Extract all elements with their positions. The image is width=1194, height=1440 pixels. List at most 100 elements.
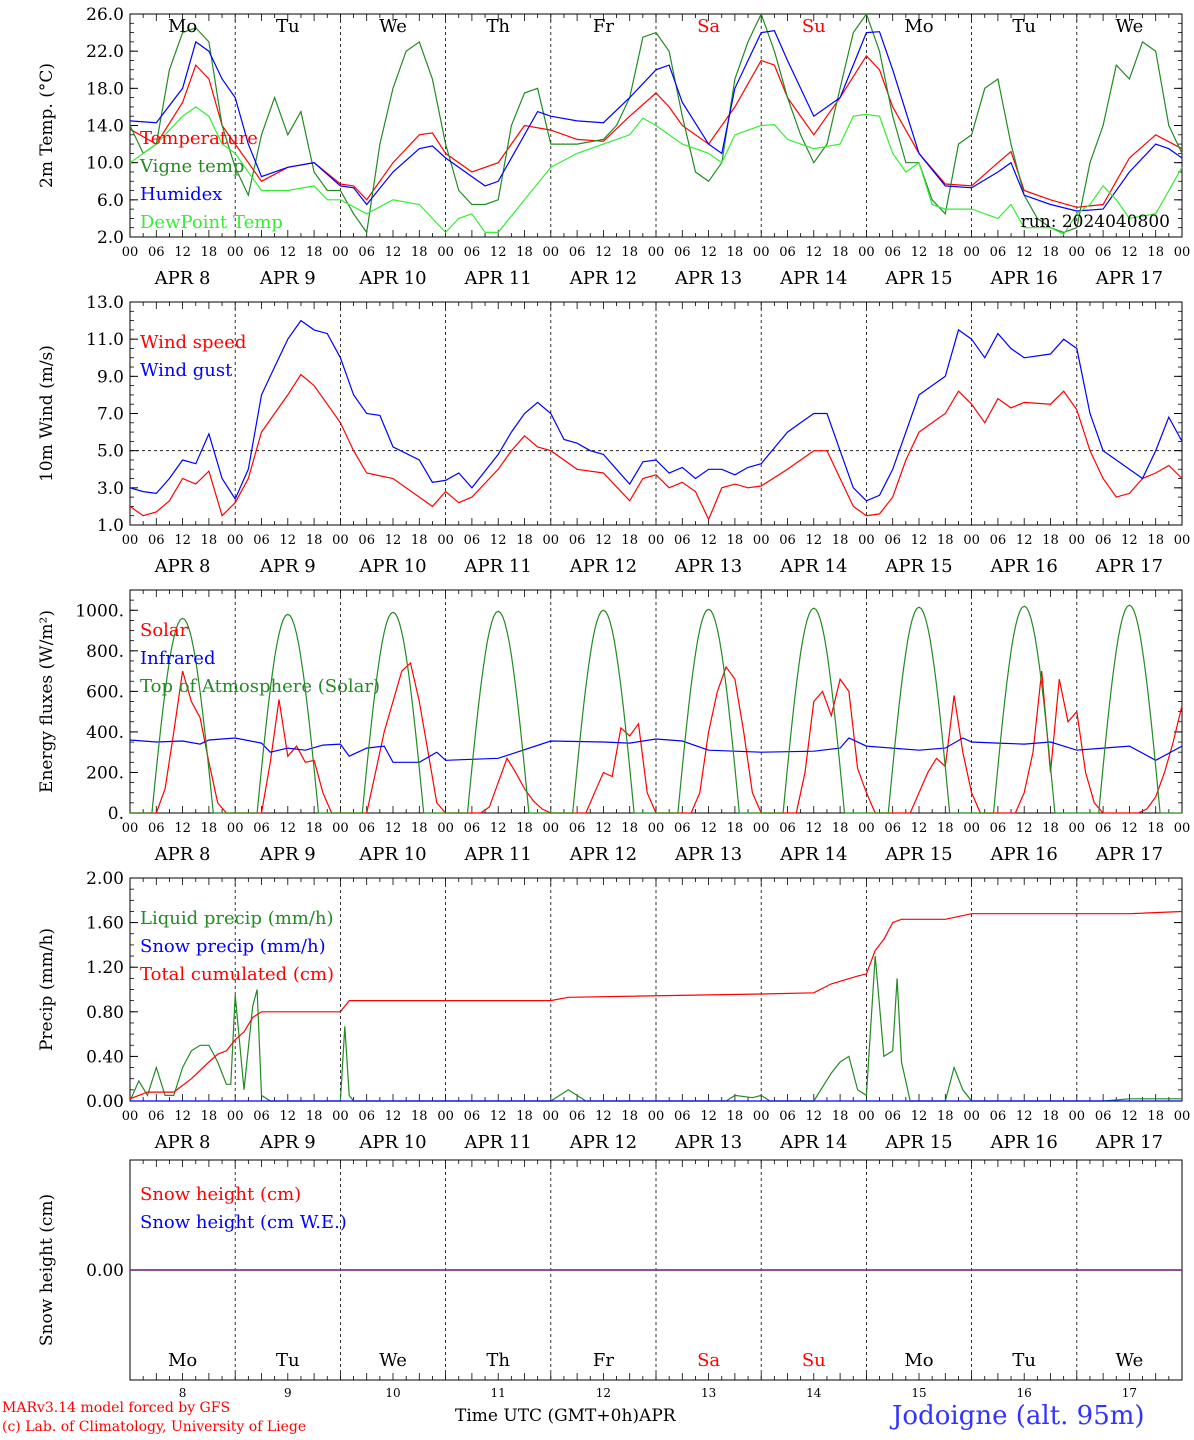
date-label: APR 10 [358, 268, 426, 289]
series-line [130, 661, 1183, 814]
day-number: 16 [1017, 1386, 1032, 1400]
hour-label: 06 [990, 245, 1007, 260]
hour-label: 00 [858, 821, 875, 836]
hour-label: 18 [306, 533, 323, 548]
panel-5 [129, 1159, 1183, 1381]
date-label: APR 9 [259, 268, 316, 289]
hour-label: 12 [1121, 821, 1138, 836]
date-label: APR 11 [464, 844, 532, 865]
hour-label: 00 [1174, 533, 1191, 548]
hour-label: 00 [1069, 533, 1086, 548]
date-label: APR 17 [1095, 556, 1163, 577]
hour-label: 18 [411, 533, 428, 548]
series-line [129, 910, 1183, 1100]
legend-entry: Total cumulated (cm) [140, 964, 334, 985]
hour-label: 12 [490, 533, 507, 548]
hour-label: 06 [674, 821, 691, 836]
legend-entry: Vigne temp [139, 156, 244, 177]
y-axis-title: Energy fluxes (W/m²) [37, 610, 57, 793]
y-tick-label: 400. [86, 723, 124, 743]
panel-2 [129, 301, 1183, 526]
hour-label: 12 [1121, 245, 1138, 260]
date-label: APR 11 [464, 1132, 532, 1153]
legend-entry: Wind gust [140, 360, 233, 381]
y-tick-label: 1000. [75, 601, 124, 621]
date-label: APR 11 [464, 556, 532, 577]
hour-label: 12 [174, 533, 191, 548]
hour-label: 12 [911, 1109, 928, 1124]
hour-label: 12 [280, 533, 297, 548]
hour-label: 06 [884, 821, 901, 836]
y-axis-title: Precip (mm/h) [37, 928, 57, 1051]
hour-label: 18 [727, 1109, 744, 1124]
hour-label: 12 [385, 821, 402, 836]
hour-label: 18 [1042, 821, 1059, 836]
hour-label: 18 [411, 821, 428, 836]
hour-label: 06 [884, 245, 901, 260]
hour-label: 18 [727, 245, 744, 260]
hour-label: 00 [648, 533, 665, 548]
legend-entry: Snow height (cm W.E.) [140, 1212, 347, 1233]
hour-label: 12 [806, 1109, 823, 1124]
hour-label: 06 [253, 533, 270, 548]
day-number: 13 [701, 1386, 716, 1400]
day-name: Th [486, 1350, 510, 1371]
hour-label: 12 [595, 821, 612, 836]
hour-label: 06 [1095, 821, 1112, 836]
date-label: APR 9 [259, 1132, 316, 1153]
legend-entry: Humidex [140, 184, 222, 205]
hour-label: 18 [516, 821, 533, 836]
hour-label: 00 [543, 245, 560, 260]
legend-entry: Infrared [140, 648, 215, 669]
hour-label: 18 [832, 1109, 849, 1124]
day-name: Fr [593, 16, 614, 37]
panel-frame [129, 301, 1183, 526]
hour-label: 00 [227, 821, 244, 836]
hour-label: 12 [490, 821, 507, 836]
hour-label: 00 [648, 1109, 665, 1124]
hour-label: 06 [253, 821, 270, 836]
day-number: 17 [1122, 1386, 1137, 1400]
day-name: Su [802, 1350, 826, 1371]
hour-label: 06 [1095, 245, 1112, 260]
hour-label: 18 [201, 533, 218, 548]
date-label: APR 17 [1095, 844, 1163, 865]
hour-label: 12 [595, 245, 612, 260]
hour-label: 12 [700, 1109, 717, 1124]
hour-label: 18 [1042, 245, 1059, 260]
legend-entry: Temperature [140, 128, 258, 149]
hour-label: 06 [1095, 533, 1112, 548]
series-line [130, 604, 1182, 814]
hour-label: 06 [358, 821, 375, 836]
hour-label: 00 [648, 821, 665, 836]
hour-label: 06 [779, 821, 796, 836]
hour-label: 06 [358, 533, 375, 548]
hour-label: 00 [753, 533, 770, 548]
hour-label: 12 [595, 533, 612, 548]
hour-label: 00 [753, 821, 770, 836]
hour-label: 12 [280, 821, 297, 836]
hour-label: 12 [700, 245, 717, 260]
date-label: APR 12 [569, 1132, 637, 1153]
hour-label: 00 [1069, 1109, 1086, 1124]
hour-label: 06 [674, 245, 691, 260]
y-tick-label: 11.0 [86, 330, 124, 350]
hour-label: 18 [1147, 245, 1164, 260]
hour-label: 06 [990, 533, 1007, 548]
hour-label: 06 [1095, 1109, 1112, 1124]
hour-label: 06 [569, 533, 586, 548]
hour-label: 06 [674, 1109, 691, 1124]
hour-label: 12 [806, 533, 823, 548]
hour-label: 18 [1147, 821, 1164, 836]
hour-label: 06 [779, 533, 796, 548]
hour-label: 00 [332, 245, 349, 260]
hour-label: 00 [332, 533, 349, 548]
legend-entry: Top of Atmosphere (Solar) [140, 676, 380, 697]
series-line [129, 12, 1183, 234]
hour-label: 18 [411, 245, 428, 260]
hour-label: 00 [332, 1109, 349, 1124]
y-tick-label: 26.0 [86, 5, 124, 25]
hour-label: 06 [253, 1109, 270, 1124]
hour-label: 00 [543, 821, 560, 836]
